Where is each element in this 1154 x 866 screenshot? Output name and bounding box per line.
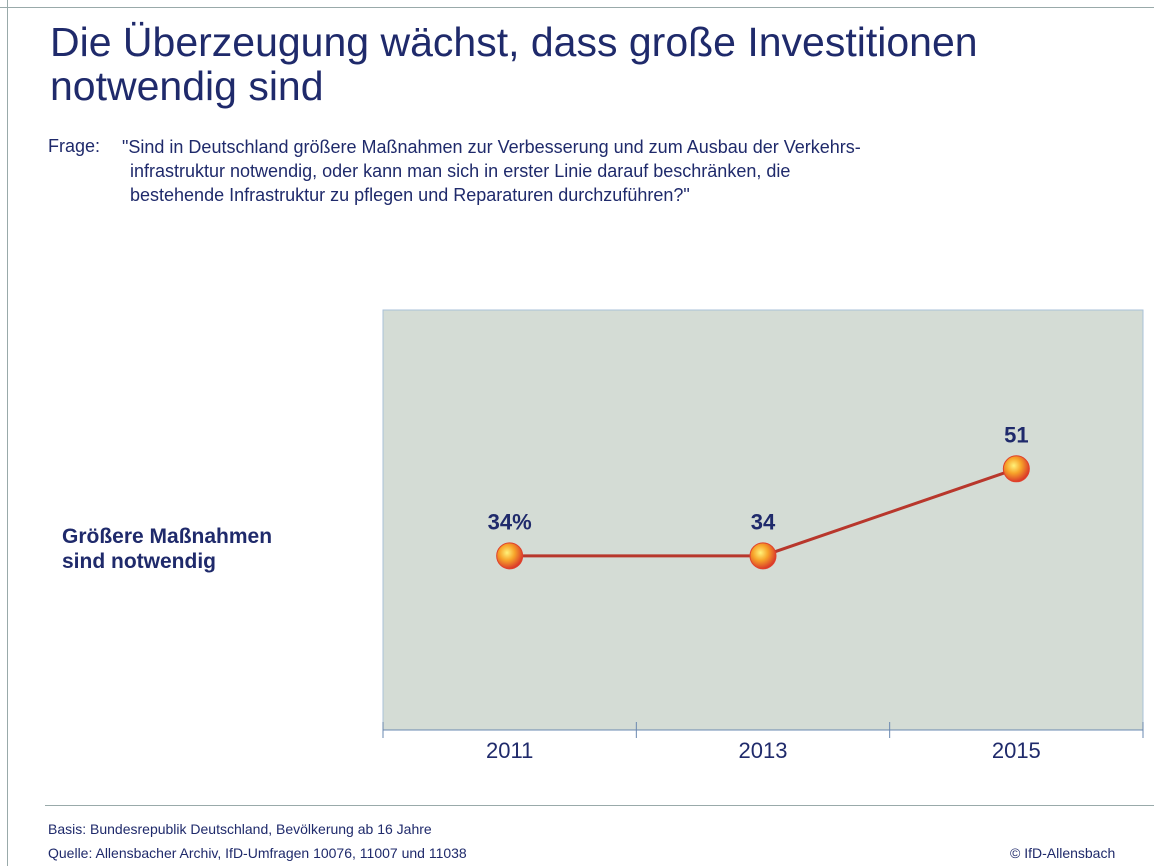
footer-source: Quelle: Allensbacher Archiv, IfD-Umfrage… (48, 845, 467, 861)
footer-copyright: © IfD-Allensbach (1010, 845, 1116, 861)
marker (496, 542, 524, 570)
chart-title: Die Überzeugung wächst, dass große Inves… (50, 19, 978, 109)
footer-basis: Basis: Bundesrepublik Deutschland, Bevöl… (48, 821, 432, 837)
x-tick-label: 2013 (739, 738, 788, 763)
question-label: Frage: (48, 136, 101, 156)
x-tick-label: 2011 (486, 738, 533, 763)
left-rule (7, 0, 8, 866)
value-label: 51 (1004, 423, 1028, 448)
marker (1002, 455, 1030, 483)
question-line: infrastruktur notwendig, oder kann man s… (130, 161, 791, 181)
footer-rule (45, 805, 1154, 806)
x-tick-label: 2015 (992, 738, 1041, 763)
series-label: Größere Maßnahmen sind notwendig (62, 525, 273, 573)
top-rule (0, 7, 1154, 8)
question-line: bestehende Infrastruktur zu pflegen und … (130, 185, 690, 205)
value-label: 34 (751, 510, 776, 535)
question-line: "Sind in Deutschland größere Maßnahmen z… (122, 137, 861, 157)
plot-area (382, 309, 1144, 731)
marker (749, 542, 777, 570)
value-label: 34% (488, 510, 532, 535)
